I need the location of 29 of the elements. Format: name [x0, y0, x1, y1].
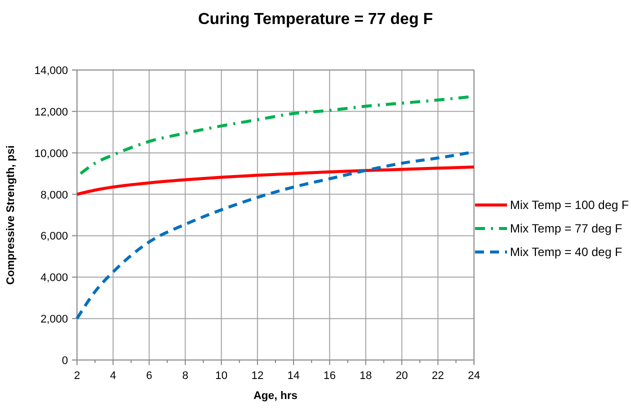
x-tick-label: 24 — [468, 370, 480, 382]
legend-label: Mix Temp = 100 deg F — [510, 198, 629, 212]
x-tick-label: 2 — [74, 370, 80, 382]
y-tick-label: 2,000 — [40, 314, 68, 326]
y-tick-label: 10,000 — [34, 148, 68, 160]
x-tick-label: 6 — [146, 370, 152, 382]
x-tick-label: 8 — [182, 370, 188, 382]
y-axis-title: Compressive Strength, psi — [5, 145, 17, 285]
line-series — [79, 95, 470, 176]
y-tick-label: 12,000 — [34, 106, 68, 118]
y-tick-label: 14,000 — [34, 65, 68, 77]
y-tick-label: 4,000 — [40, 272, 68, 284]
y-tick-label: 8,000 — [40, 189, 68, 202]
x-tick-label: 12 — [251, 370, 264, 382]
y-tick-label: 0 — [62, 355, 68, 367]
x-tick-label: 16 — [324, 370, 336, 382]
legend-label: Mix Temp = 40 deg F — [510, 245, 622, 259]
x-tick-label: 14 — [287, 370, 300, 382]
chart-title: Curing Temperature = 77 deg F — [198, 11, 434, 28]
legend-label: Mix Temp = 77 deg F — [510, 222, 622, 236]
line-series — [76, 151, 470, 320]
x-tick-label: 22 — [432, 370, 444, 382]
x-tick-label: 18 — [360, 370, 372, 382]
x-tick-label: 4 — [110, 370, 116, 382]
x-tick-label: 20 — [396, 370, 408, 382]
x-tick-label: 10 — [215, 370, 228, 382]
x-axis-title: Age, hrs — [253, 390, 298, 402]
line-series — [76, 165, 476, 196]
y-tick-label: 6,000 — [40, 230, 68, 243]
